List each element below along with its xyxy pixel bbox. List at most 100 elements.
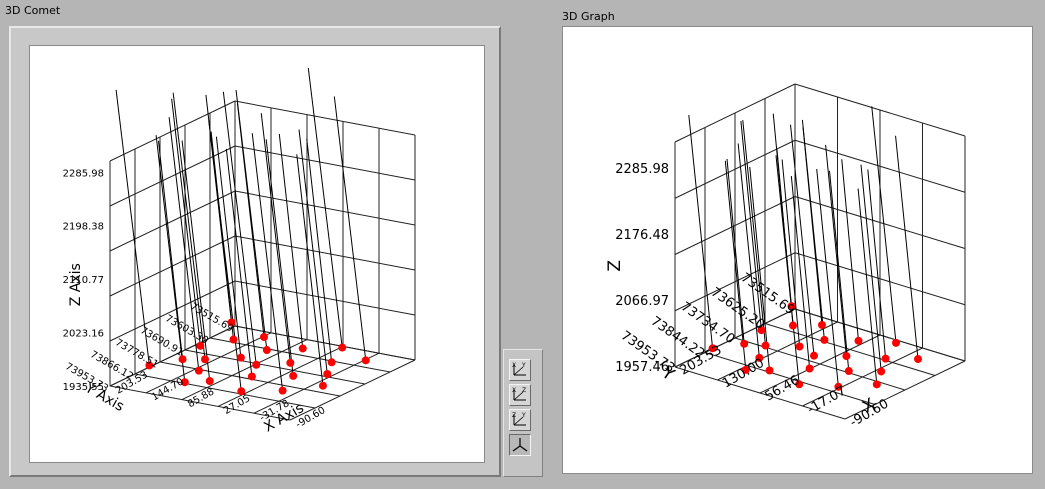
graph-grid-line: [674, 83, 796, 143]
comet-data-point: [236, 353, 245, 362]
graph-data-point: [820, 335, 829, 344]
comet-comet-tail: [307, 67, 343, 348]
axis-stroke: [512, 445, 521, 452]
comet-comet-tail: [215, 136, 242, 358]
graph-data-point: [708, 344, 717, 353]
comet-grid-line: [109, 190, 236, 252]
comet-data-point: [194, 366, 203, 375]
graph-comet-tail: [781, 159, 801, 347]
comet-graph-plot-area[interactable]: 1935.55 2023.16 2110.77 2198.38 2285.98 -90.6…: [29, 45, 485, 463]
graph-data-point: [818, 320, 826, 329]
comet-data-point: [227, 318, 236, 327]
comet-comet-tail: [251, 133, 284, 391]
graph-comet-tail: [688, 115, 714, 349]
graph-grid-line: [794, 83, 966, 137]
graph-comet-tail: [825, 144, 847, 357]
graph-x-tick-label: -17.07: [805, 384, 849, 418]
comet-comet-tail: [155, 135, 186, 383]
graph-comet-tail: [816, 168, 839, 387]
comet-comet-tail: [172, 92, 206, 360]
comet-comet-tail: [171, 98, 201, 346]
comet-comet-tail: [298, 129, 328, 375]
comet-comet-tail: [115, 89, 150, 366]
comet-comet-tail: [260, 113, 291, 363]
graph-data-point: [757, 326, 766, 335]
comet-comet-tail: [306, 138, 333, 363]
graph-comet-tail: [841, 159, 859, 341]
graph-data-point: [892, 338, 900, 347]
graph-grid-line: [794, 139, 966, 193]
axis-stroke: [513, 391, 524, 401]
graph-group: 1957.462066.972176.482285.98-90.60-17.07…: [605, 83, 966, 430]
comet-comet-tail: [222, 91, 257, 365]
comet-data-point: [286, 358, 295, 367]
view-button-axis-label: Y: [522, 412, 526, 419]
comet-data-point: [289, 371, 298, 380]
graph-data-point: [805, 364, 814, 373]
graph-comet-tail: [740, 121, 762, 331]
comet-comet-tail: [157, 140, 184, 360]
comet-grid-line: [134, 373, 316, 409]
graph-data-point: [755, 353, 764, 362]
comet-comet-tail: [235, 89, 268, 351]
graph-svg: 1957.462066.972176.482285.98-90.60-17.07…: [605, 83, 966, 430]
comet-comet-tail: [225, 148, 253, 377]
plane-view-icon: [513, 364, 526, 376]
comet-comet-tail: [333, 96, 367, 361]
comet-comet-tail: [181, 140, 211, 382]
graph-comet-tail: [742, 119, 766, 346]
graph-data-point: [795, 380, 804, 389]
graph-data-point: [765, 366, 774, 375]
graph-comet-tail: [737, 143, 760, 358]
comet-data-point: [145, 361, 154, 370]
comet-grid-line: [145, 332, 272, 394]
graph-data-point: [810, 351, 818, 360]
graph-plot-area[interactable]: 1957.46 2066.97 2176.48 2285.98 -90.60 -17.07…: [562, 26, 1033, 474]
graph-comet-tail: [860, 164, 882, 372]
comet-z-tick-label: 2023.16: [63, 329, 104, 340]
graph-z-tick-label: 2066.97: [615, 294, 669, 309]
graph-data-point: [789, 321, 797, 330]
graph-z-axis-title: Z: [605, 260, 625, 272]
comet-data-point: [178, 355, 187, 364]
comet-data-point: [237, 387, 246, 396]
graph-data-point: [914, 355, 922, 364]
graph-comet-tail: [857, 188, 878, 385]
comet-data-point: [323, 369, 332, 378]
graph-data-point: [795, 342, 804, 351]
axis-stroke: [513, 366, 524, 376]
comet-grid-line: [209, 337, 391, 373]
comet-comet-tail: [265, 139, 294, 376]
comet-grid-line: [234, 235, 416, 271]
comet-z-tick-label: 2110.77: [63, 275, 104, 286]
graph-comet-tail: [726, 158, 745, 344]
graph-data-point: [740, 339, 749, 348]
view-default-3d-button[interactable]: [509, 434, 531, 456]
axis-stroke: [513, 416, 524, 426]
graph-grid-line: [704, 352, 876, 405]
graph-comet-tail: [801, 119, 825, 340]
comet-grid-line: [234, 145, 416, 181]
view-button-axis-label: Z: [512, 412, 517, 419]
comet-data-point: [252, 360, 261, 369]
graph-data-point: [761, 341, 770, 350]
graph-comet-tail: [724, 160, 747, 370]
graph-data-point: [877, 367, 886, 376]
comet-grid-line: [253, 352, 380, 414]
graph-data-point: [834, 382, 843, 391]
comet-data-point: [260, 332, 268, 341]
graph-data-point: [881, 354, 890, 363]
comet-data-point: [229, 335, 238, 344]
comet-data-point: [278, 386, 287, 395]
comet-comet-tail: [208, 120, 242, 392]
comet-data-point: [298, 344, 307, 353]
axes-3d-icon: [512, 438, 528, 452]
comet-z-tick-label: 1935.55: [63, 382, 104, 393]
comet-grid-line: [184, 349, 366, 385]
graph-data-point: [741, 365, 750, 374]
graph-data-point: [854, 336, 863, 345]
graph-grid-line: [674, 139, 796, 199]
